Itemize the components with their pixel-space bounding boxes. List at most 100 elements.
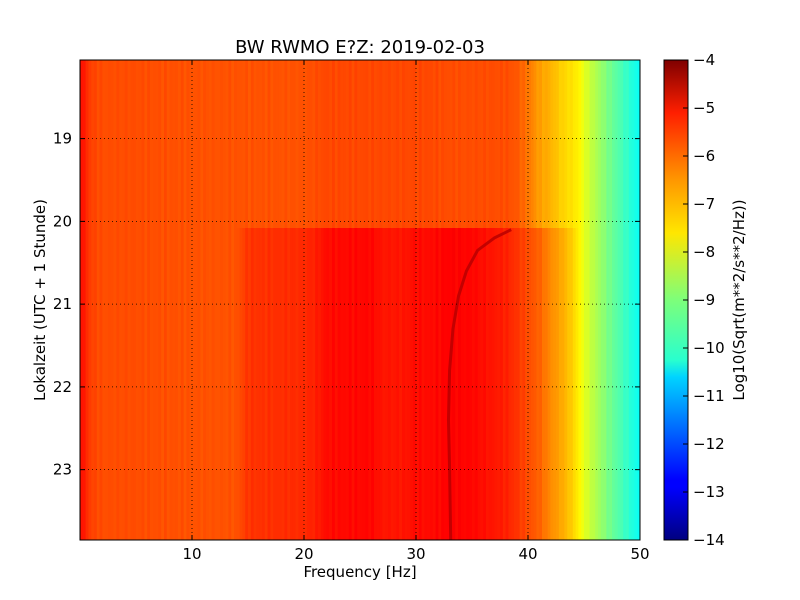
heatmap-cell (410, 60, 414, 228)
heatmap-cell (337, 228, 341, 540)
heatmap-cell (547, 228, 551, 540)
heatmap-cell (152, 228, 156, 540)
heatmap-cell (189, 228, 193, 540)
heatmap-cell (519, 228, 523, 540)
heatmap-cell (239, 228, 243, 540)
heatmap-cell (136, 228, 140, 540)
heatmap-cell (581, 228, 585, 540)
heatmap-cell (595, 228, 599, 540)
heatmap-cell (351, 228, 355, 540)
heatmap-cell (374, 60, 378, 228)
heatmap-cell (298, 60, 302, 228)
heatmap-cell (474, 60, 478, 228)
heatmap-cell (329, 60, 333, 228)
heatmap-cell (267, 228, 271, 540)
heatmap-cell (365, 228, 369, 540)
heatmap-cell (455, 60, 459, 228)
heatmap-cell (130, 60, 134, 228)
heatmap-cell (203, 60, 207, 228)
x-tick-label: 40 (518, 545, 537, 563)
heatmap-cell (222, 60, 226, 228)
heatmap-cell (500, 228, 504, 540)
heatmap-cell (133, 60, 137, 228)
heatmap-cell (396, 60, 400, 228)
heatmap-cell (197, 228, 201, 540)
heatmap-cell (617, 228, 621, 540)
heatmap-cell (99, 60, 103, 228)
heatmap-cell (477, 60, 481, 228)
heatmap-cell (472, 228, 476, 540)
y-tick-label: 23 (53, 461, 72, 479)
heatmap-cell (592, 60, 596, 228)
heatmap-cell (183, 228, 187, 540)
heatmap-cell (214, 60, 218, 228)
heatmap-cell (348, 60, 352, 228)
heatmap-cell (292, 228, 296, 540)
heatmap-cell (494, 228, 498, 540)
heatmap-cell (581, 60, 585, 228)
colorbar-tick-label: −10 (693, 339, 725, 357)
heatmap-cell (530, 228, 534, 540)
heatmap-cell (245, 228, 249, 540)
heatmap-cell (323, 228, 327, 540)
heatmap-cell (472, 60, 476, 228)
heatmap-cell (309, 60, 313, 228)
heatmap-cell (208, 60, 212, 228)
tremor-line-path (446, 228, 512, 541)
heatmap-cell (410, 228, 414, 540)
heatmap-cell (144, 60, 148, 228)
heatmap-cell (463, 60, 467, 228)
heatmap-cell (138, 228, 142, 540)
heatmap-cell (88, 60, 92, 228)
heatmap-cell (452, 60, 456, 228)
heatmap-cell (175, 60, 179, 228)
heatmap-cell (304, 228, 308, 540)
heatmap-cell (228, 60, 232, 228)
heatmap-cell (362, 60, 366, 228)
heatmap-cell (124, 228, 128, 540)
heatmap-cell (127, 228, 131, 540)
heatmap-cell (217, 228, 221, 540)
heatmap-cell (262, 228, 266, 540)
heatmap-cell (427, 228, 431, 540)
y-tick-label: 20 (53, 212, 72, 230)
x-tick-label: 10 (182, 545, 201, 563)
heatmap-columns (80, 60, 641, 540)
heatmap-cell (259, 60, 263, 228)
heatmap-cell (290, 60, 294, 228)
heatmap-cell (600, 60, 604, 228)
heatmap-cell (186, 60, 190, 228)
heatmap-cell (514, 228, 518, 540)
heatmap-cell (225, 60, 229, 228)
heatmap-cell (236, 228, 240, 540)
heatmap-cell (82, 228, 86, 540)
heatmap-cell (312, 60, 316, 228)
heatmap-cell (514, 60, 518, 228)
heatmap-cell (416, 228, 420, 540)
heatmap-cell (418, 228, 422, 540)
heatmap-cell (614, 228, 618, 540)
heatmap-cell (421, 60, 425, 228)
heatmap-cell (606, 60, 610, 228)
heatmap-cell (108, 228, 112, 540)
heatmap-cell (441, 60, 445, 228)
heatmap-cell (435, 60, 439, 228)
heatmap-cell (558, 228, 562, 540)
heatmap-cell (390, 60, 394, 228)
heatmap-cell (614, 60, 618, 228)
heatmap-cell (612, 60, 616, 228)
heatmap-cell (396, 228, 400, 540)
heatmap-cell (444, 228, 448, 540)
heatmap-cell (584, 228, 588, 540)
heatmap-cell (315, 228, 319, 540)
heatmap-cell (178, 228, 182, 540)
heatmap-cell (544, 228, 548, 540)
heatmap-cell (609, 228, 613, 540)
heatmap-cell (200, 60, 204, 228)
heatmap-cell (376, 228, 380, 540)
heatmap-cell (273, 228, 277, 540)
heatmap-cell (365, 60, 369, 228)
heatmap-cell (337, 60, 341, 228)
heatmap-cell (505, 60, 509, 228)
heatmap-cell (334, 228, 338, 540)
